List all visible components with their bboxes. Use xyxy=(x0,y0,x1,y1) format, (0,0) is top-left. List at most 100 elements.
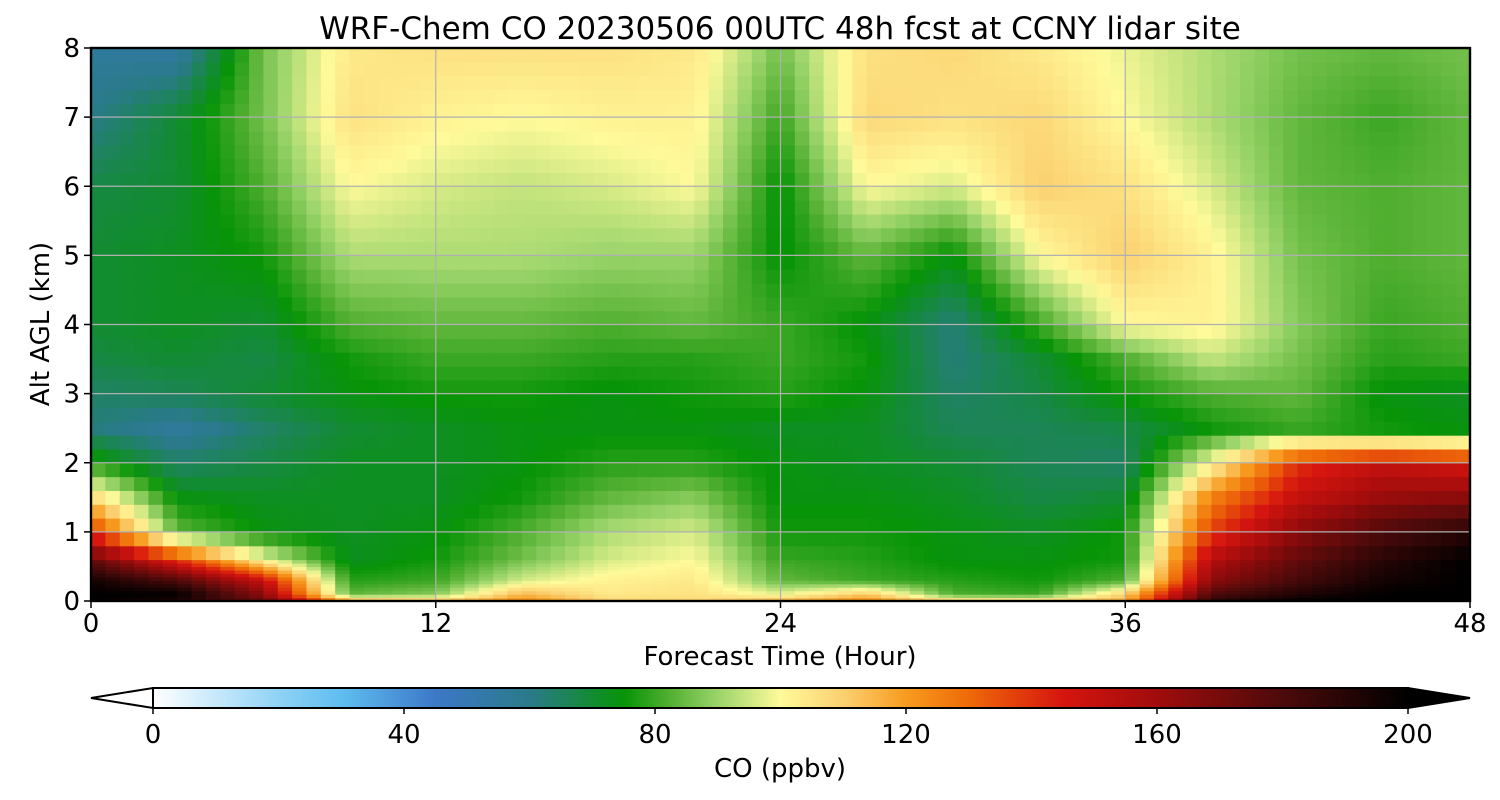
heatmap-cell xyxy=(407,531,422,547)
heatmap-cell xyxy=(679,504,695,519)
heatmap-cell xyxy=(608,435,624,450)
heatmap-cell xyxy=(1297,566,1313,571)
heatmap-cell xyxy=(780,566,796,571)
heatmap-cell xyxy=(205,566,221,571)
heatmap-cell xyxy=(1168,407,1184,422)
heatmap-cell xyxy=(220,61,236,77)
heatmap-cell xyxy=(292,213,308,229)
heatmap-cell xyxy=(378,566,394,571)
heatmap-cell xyxy=(1139,597,1155,601)
heatmap-cell xyxy=(220,324,236,339)
heatmap-cell xyxy=(392,518,408,533)
heatmap-cell xyxy=(177,435,193,450)
heatmap-cell xyxy=(751,255,767,270)
heatmap-cell xyxy=(1369,393,1385,409)
heatmap-cell xyxy=(320,531,336,547)
heatmap-cell xyxy=(708,310,724,326)
heatmap-cell xyxy=(1182,462,1198,478)
heatmap-cell xyxy=(737,310,753,326)
heatmap-cell xyxy=(1283,241,1299,256)
heatmap-cell xyxy=(565,61,580,77)
heatmap-cell xyxy=(1355,379,1371,395)
heatmap-cell xyxy=(191,576,207,581)
heatmap-cell xyxy=(679,213,695,229)
heatmap-cell xyxy=(191,379,207,395)
heatmap-cell xyxy=(895,504,911,519)
heatmap-cell xyxy=(1153,583,1169,588)
heatmap-cell xyxy=(378,75,394,91)
heatmap-cell xyxy=(306,597,322,601)
heatmap-cell xyxy=(1340,566,1356,571)
heatmap-cell xyxy=(1441,283,1457,298)
heatmap-cell xyxy=(809,531,825,547)
heatmap-cell xyxy=(134,130,150,146)
heatmap-cell xyxy=(1010,576,1026,581)
heatmap-cell xyxy=(1426,200,1442,215)
heatmap-cell xyxy=(1355,573,1371,578)
heatmap-cell xyxy=(1024,338,1040,353)
heatmap-cell xyxy=(191,117,207,132)
heatmap-cell xyxy=(335,569,351,574)
heatmap-cell xyxy=(622,580,638,585)
heatmap-cell xyxy=(421,241,437,256)
heatmap-cell xyxy=(852,200,868,215)
heatmap-cell xyxy=(162,448,178,464)
heatmap-cell xyxy=(550,594,566,599)
heatmap-cell xyxy=(191,338,207,353)
heatmap-cell xyxy=(579,573,595,578)
heatmap-cell xyxy=(823,103,839,118)
heatmap-cell xyxy=(924,103,940,118)
heatmap-cell xyxy=(1383,476,1399,491)
heatmap-cell xyxy=(1398,583,1414,588)
heatmap-cell xyxy=(407,407,422,422)
heatmap-cell xyxy=(1110,338,1126,353)
heatmap-cell xyxy=(134,75,150,91)
heatmap-cell xyxy=(349,583,365,588)
heatmap-cell xyxy=(263,200,279,215)
heatmap-cell xyxy=(622,393,638,409)
heatmap-cell xyxy=(967,89,983,104)
heatmap-cell xyxy=(320,569,336,574)
heatmap-cell xyxy=(1168,597,1184,601)
heatmap-cell xyxy=(1369,476,1385,491)
heatmap-cell xyxy=(205,117,221,132)
heatmap-cell xyxy=(651,269,667,284)
heatmap-cell xyxy=(378,580,394,585)
heatmap-cell xyxy=(1355,227,1371,243)
heatmap-cell xyxy=(694,462,710,478)
heatmap-cell xyxy=(363,407,379,422)
heatmap-cell xyxy=(694,213,710,229)
heatmap-cell xyxy=(493,75,509,91)
heatmap-cell xyxy=(335,158,351,174)
heatmap-cell xyxy=(1455,310,1470,326)
heatmap-cell xyxy=(1096,324,1112,339)
heatmap-cell xyxy=(177,117,193,132)
heatmap-cell xyxy=(622,435,638,450)
heatmap-cell xyxy=(277,576,293,581)
heatmap-cell xyxy=(780,393,796,409)
heatmap-cell xyxy=(234,393,250,409)
heatmap-cell xyxy=(1369,186,1385,201)
heatmap-cell xyxy=(1067,130,1083,146)
heatmap-cell xyxy=(349,200,365,215)
heatmap-cell xyxy=(1225,310,1241,326)
heatmap-cell xyxy=(608,227,624,243)
heatmap-cell xyxy=(119,283,135,298)
heatmap-cell xyxy=(622,587,638,592)
heatmap-cell xyxy=(866,580,882,585)
heatmap-cell xyxy=(177,562,193,568)
heatmap-cell xyxy=(1383,338,1399,353)
heatmap-cell xyxy=(651,597,667,601)
heatmap-cell xyxy=(1125,241,1141,256)
heatmap-cell xyxy=(881,587,897,592)
heatmap-cell xyxy=(1398,75,1414,91)
heatmap-cell xyxy=(608,566,624,571)
heatmap-cell xyxy=(794,310,810,326)
heatmap-cell xyxy=(737,559,753,564)
heatmap-cell xyxy=(1053,89,1069,104)
heatmap-cell xyxy=(220,310,236,326)
heatmap-cell xyxy=(1125,569,1141,574)
heatmap-cell xyxy=(1082,435,1098,450)
heatmap-cell xyxy=(1326,573,1342,578)
heatmap-cell xyxy=(105,407,121,422)
